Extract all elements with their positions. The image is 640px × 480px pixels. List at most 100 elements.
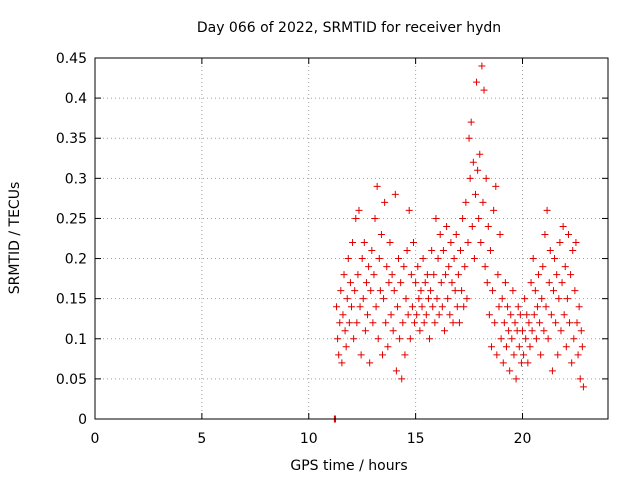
data-point bbox=[356, 303, 364, 311]
data-point bbox=[568, 359, 576, 367]
data-point bbox=[474, 166, 482, 174]
data-point bbox=[552, 319, 560, 327]
data-point bbox=[524, 359, 532, 367]
data-point bbox=[337, 287, 345, 295]
data-point bbox=[371, 214, 379, 222]
data-point bbox=[492, 182, 500, 190]
data-point bbox=[404, 311, 412, 319]
data-point bbox=[558, 279, 566, 287]
data-point bbox=[468, 222, 476, 230]
data-point bbox=[361, 327, 369, 335]
data-point bbox=[501, 279, 509, 287]
data-point bbox=[445, 263, 453, 271]
data-point bbox=[502, 343, 510, 351]
data-point bbox=[579, 383, 587, 391]
data-point bbox=[476, 150, 484, 158]
x-tick-label: 5 bbox=[197, 431, 206, 447]
data-point bbox=[525, 319, 533, 327]
data-point bbox=[461, 263, 469, 271]
data-point bbox=[555, 295, 563, 303]
data-point bbox=[486, 247, 494, 255]
data-point bbox=[498, 295, 506, 303]
data-point bbox=[431, 319, 439, 327]
data-point bbox=[434, 255, 442, 263]
data-point bbox=[450, 255, 458, 263]
chart-title: Day 066 of 2022, SRMTID for receiver hyd… bbox=[197, 20, 501, 36]
data-point bbox=[386, 239, 394, 247]
data-point bbox=[374, 335, 382, 343]
data-point bbox=[436, 230, 444, 238]
data-point bbox=[535, 271, 543, 279]
data-point bbox=[437, 279, 445, 287]
data-point bbox=[444, 295, 452, 303]
data-point bbox=[460, 303, 468, 311]
data-point bbox=[510, 351, 518, 359]
data-point bbox=[509, 287, 517, 295]
data-point bbox=[533, 303, 541, 311]
data-point bbox=[531, 287, 539, 295]
data-point bbox=[387, 311, 395, 319]
data-point bbox=[480, 86, 488, 94]
data-point bbox=[481, 263, 489, 271]
data-point bbox=[530, 311, 538, 319]
data-point bbox=[378, 351, 386, 359]
data-point bbox=[489, 287, 497, 295]
data-point bbox=[475, 214, 483, 222]
data-point bbox=[566, 319, 574, 327]
data-point bbox=[355, 206, 363, 214]
data-point bbox=[564, 230, 572, 238]
y-axis-label: SRMTID / TECUs bbox=[7, 182, 23, 295]
data-point bbox=[389, 327, 397, 335]
data-point bbox=[407, 271, 415, 279]
data-point bbox=[538, 295, 546, 303]
data-point bbox=[447, 239, 455, 247]
data-point bbox=[562, 343, 570, 351]
data-point bbox=[578, 343, 586, 351]
data-point bbox=[375, 255, 383, 263]
data-point bbox=[430, 271, 438, 279]
data-point bbox=[446, 311, 454, 319]
data-point bbox=[417, 287, 425, 295]
data-point bbox=[459, 214, 467, 222]
data-point bbox=[494, 271, 502, 279]
data-point bbox=[483, 279, 491, 287]
y-tick-label: 0.1 bbox=[65, 332, 87, 348]
data-point bbox=[549, 287, 557, 295]
data-point bbox=[432, 214, 440, 222]
data-point bbox=[334, 335, 342, 343]
data-point bbox=[388, 271, 396, 279]
data-point bbox=[575, 303, 583, 311]
data-point bbox=[570, 335, 578, 343]
data-point bbox=[391, 190, 399, 198]
axes: 0 0.05 0.1 0.15 0.2 0.25 0.3 0.35 0.4 0.45 0 5 10 15 2… bbox=[56, 51, 608, 447]
data-point bbox=[561, 263, 569, 271]
data-point bbox=[429, 303, 437, 311]
data-point bbox=[350, 335, 358, 343]
data-point bbox=[366, 359, 374, 367]
data-point bbox=[406, 335, 414, 343]
data-point bbox=[449, 319, 457, 327]
data-point bbox=[382, 319, 390, 327]
data-point bbox=[393, 303, 401, 311]
data-point bbox=[517, 359, 525, 367]
data-point bbox=[426, 335, 434, 343]
data-point bbox=[348, 303, 355, 311]
data-point bbox=[557, 327, 565, 335]
y-tick-label: 0.35 bbox=[56, 131, 87, 147]
data-point bbox=[413, 311, 421, 319]
data-point bbox=[546, 247, 554, 255]
data-point bbox=[495, 303, 503, 311]
data-point bbox=[392, 367, 400, 375]
data-point bbox=[442, 271, 450, 279]
data-point bbox=[343, 295, 351, 303]
data-point bbox=[448, 279, 456, 287]
data-point bbox=[463, 295, 471, 303]
x-axis-label: GPS time / hours bbox=[290, 458, 407, 474]
data-point bbox=[551, 255, 559, 263]
data-point bbox=[395, 255, 403, 263]
data-point bbox=[478, 62, 486, 70]
data-point bbox=[403, 247, 411, 255]
data-point bbox=[338, 359, 346, 367]
data-point bbox=[554, 351, 562, 359]
data-point bbox=[574, 351, 582, 359]
